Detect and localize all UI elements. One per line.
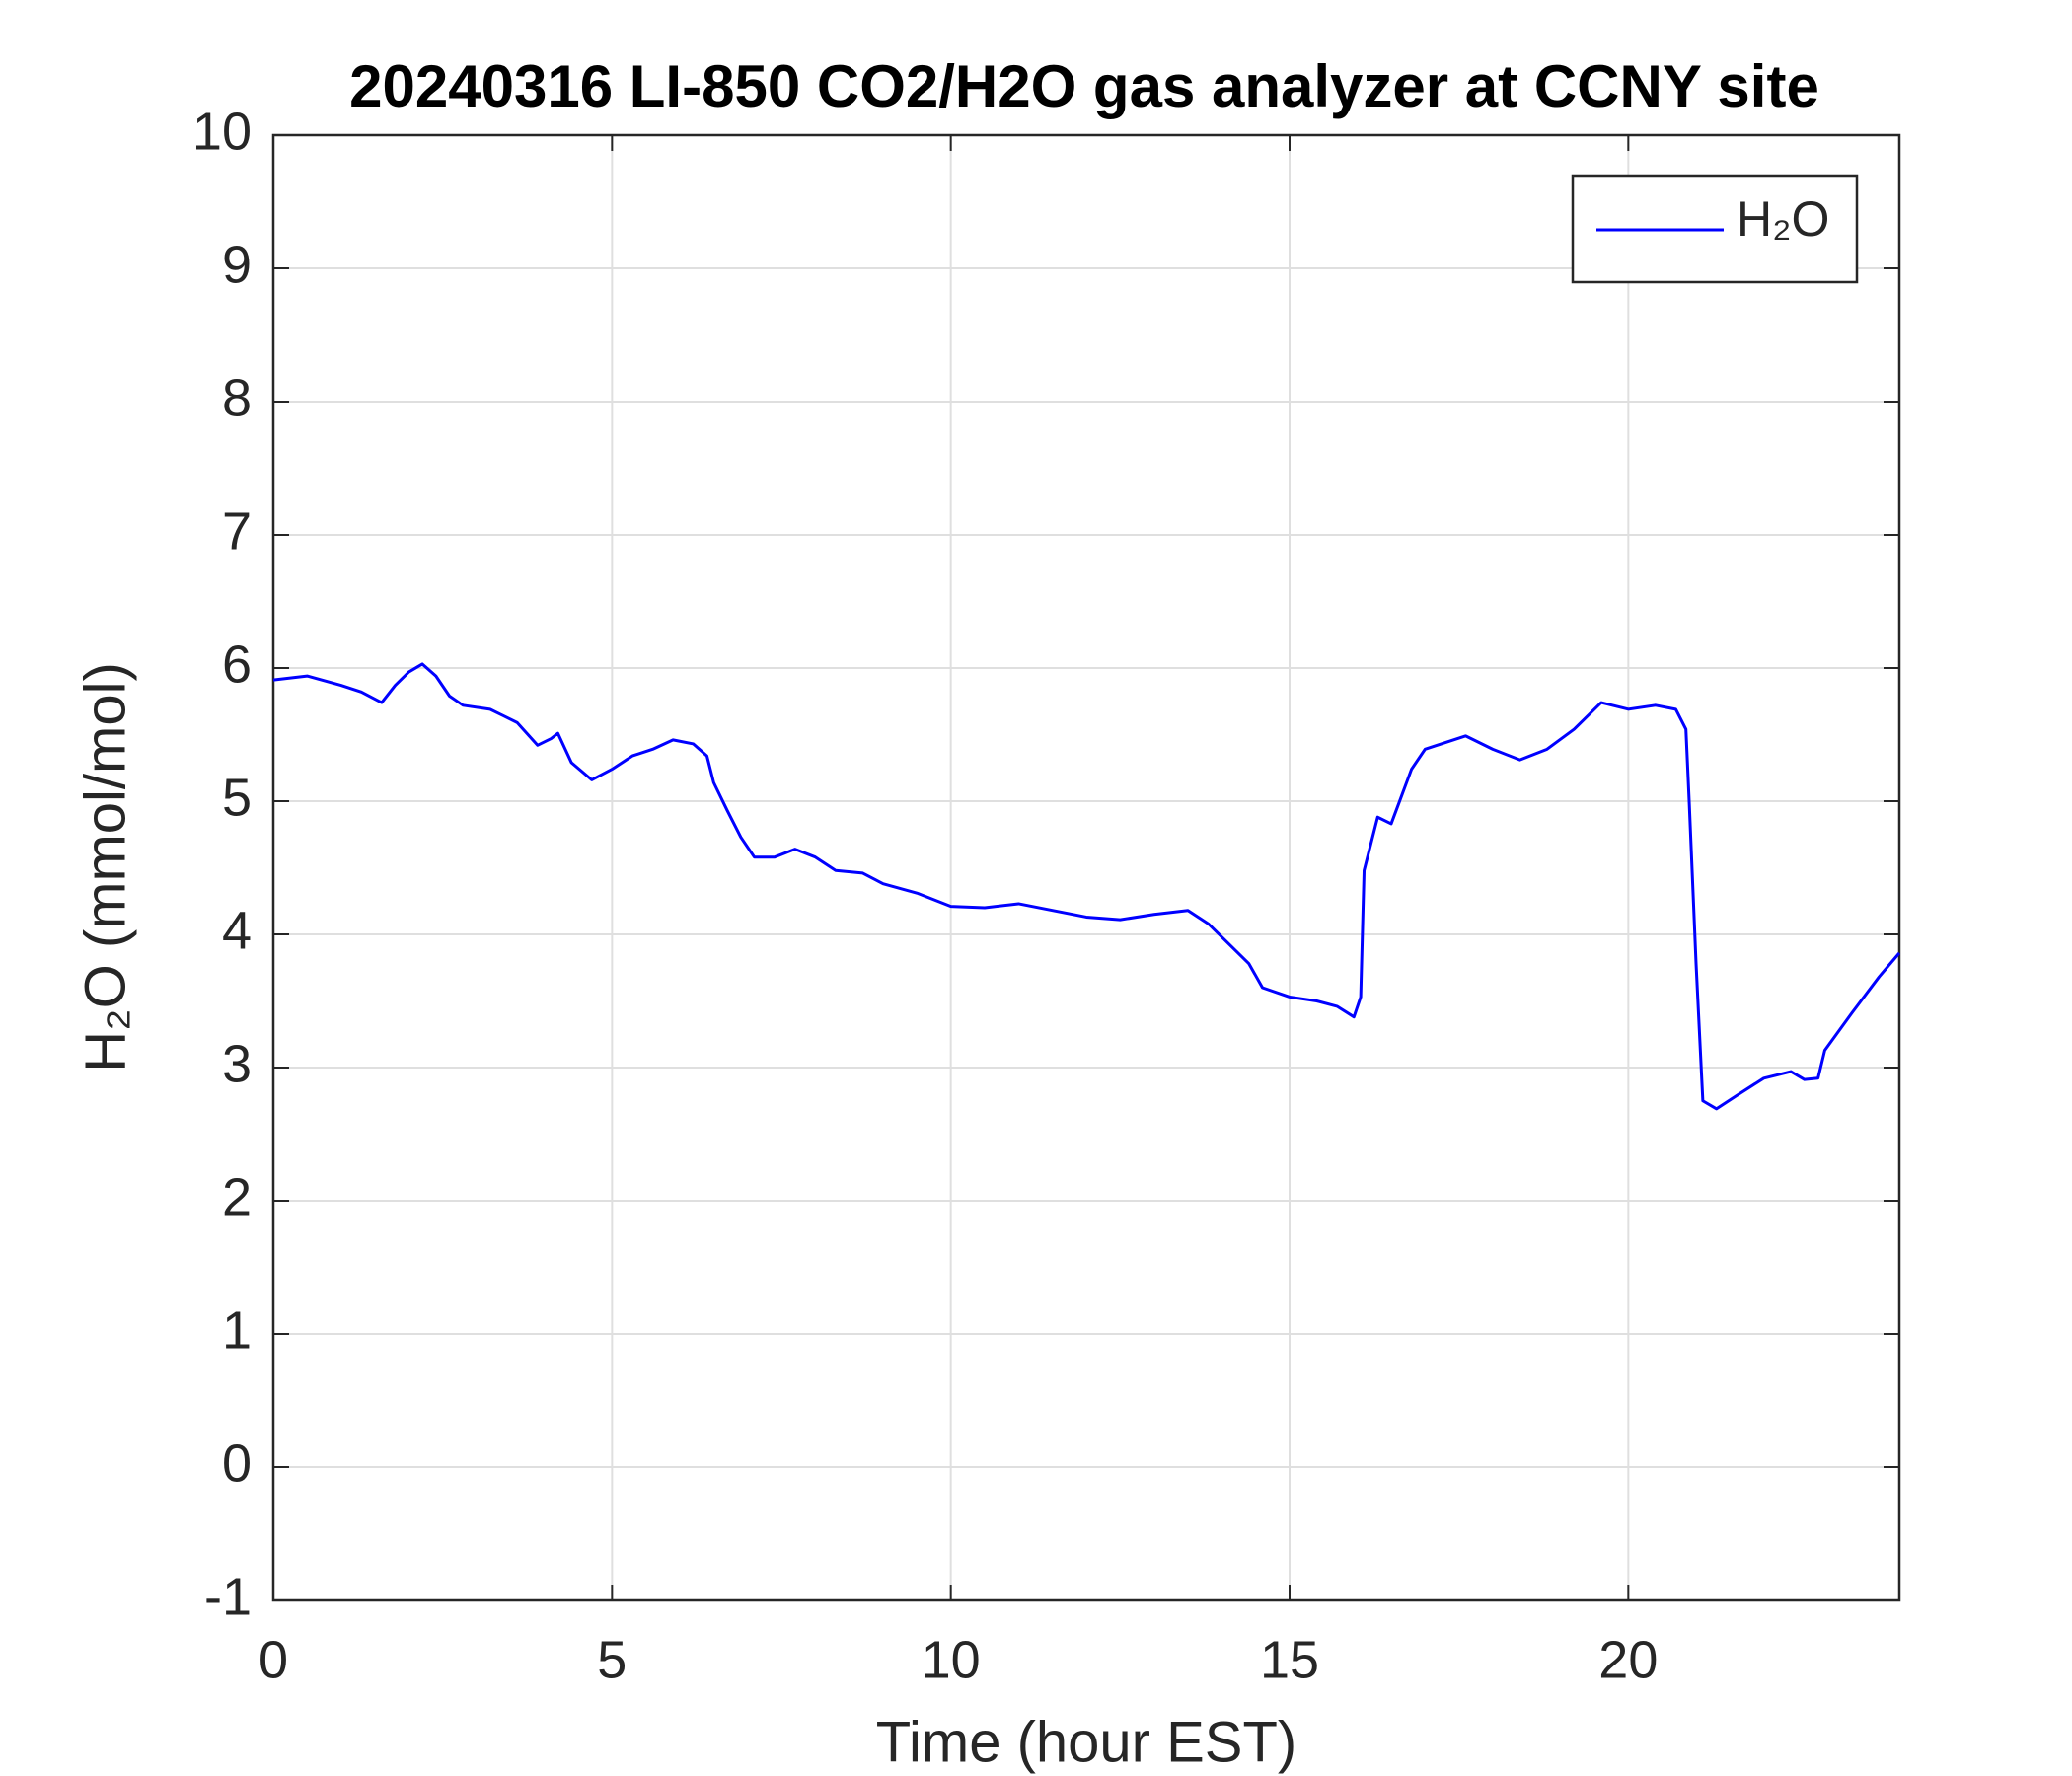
plot-frame xyxy=(271,133,1901,1602)
y-tick-label: 9 xyxy=(222,235,252,294)
legend-label: H₂O xyxy=(1737,191,1829,247)
x-axis-label: Time (hour EST) xyxy=(876,1710,1296,1774)
x-tick-label: 0 xyxy=(259,1630,288,1689)
y-tick-label: 2 xyxy=(222,1167,252,1226)
y-tick-label: 10 xyxy=(192,102,252,161)
x-tick-label: 20 xyxy=(1598,1630,1658,1689)
y-tick-label: 4 xyxy=(222,901,252,960)
y-tick-label: 3 xyxy=(222,1034,252,1093)
y-tick-label: -1 xyxy=(204,1567,252,1626)
y-tick-label: 0 xyxy=(222,1434,252,1493)
chart-title: 20240316 LI-850 CO2/H2O gas analyzer at … xyxy=(349,53,1819,119)
y-tick-label: 7 xyxy=(222,501,252,560)
y-axis-label: H₂O (mmol/mol) xyxy=(73,662,137,1073)
y-tick-label: 6 xyxy=(222,634,252,694)
y-tick-label: 1 xyxy=(222,1300,252,1360)
x-tick-label: 5 xyxy=(597,1630,627,1689)
y-tick-label: 8 xyxy=(222,368,252,427)
y-tick-label: 5 xyxy=(222,768,252,827)
x-tick-label: 10 xyxy=(922,1630,981,1689)
data-line xyxy=(272,662,1901,1111)
x-tick-label: 15 xyxy=(1260,1630,1319,1689)
